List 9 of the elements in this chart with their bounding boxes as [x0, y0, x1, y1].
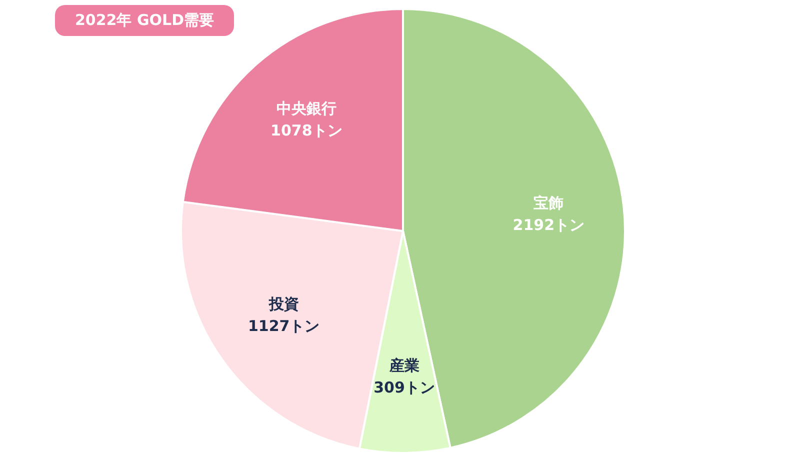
data-label: 1078トン — [270, 122, 342, 140]
data-label: 309トン — [374, 378, 435, 396]
slice-label: 中央銀行 — [276, 100, 336, 118]
slice-label: 宝飾 — [534, 194, 564, 212]
chart-title: 2022年 GOLD需要 — [55, 5, 234, 36]
slice-label: 産業 — [388, 356, 420, 374]
data-label: 1127トン — [248, 317, 320, 336]
data-label: 2192トン — [512, 216, 585, 234]
slice-label: 投資 — [268, 295, 299, 314]
